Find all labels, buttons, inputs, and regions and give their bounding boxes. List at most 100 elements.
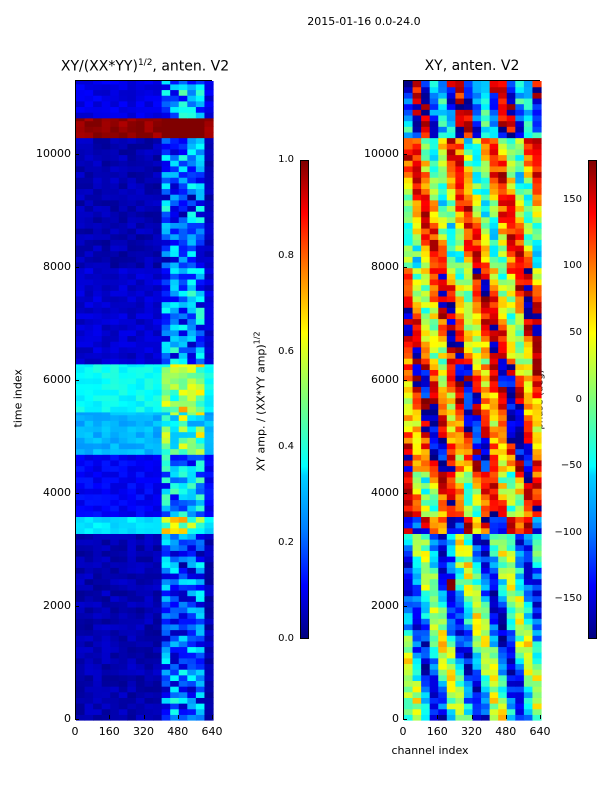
heatmap-cell	[76, 606, 86, 614]
heatmap-cell	[429, 669, 439, 676]
heatmap-cell	[515, 312, 525, 320]
heatmap-cell	[446, 160, 456, 167]
heatmap-cell	[412, 465, 422, 472]
heatmap-cell	[463, 703, 474, 710]
heatmap-cell	[506, 295, 516, 303]
heatmap-cell	[429, 267, 439, 274]
heatmap-cell	[523, 86, 534, 93]
heatmap-cell	[498, 97, 508, 105]
heatmap-cell	[455, 556, 465, 563]
heatmap-cell	[76, 329, 86, 337]
heatmap-cell	[421, 97, 431, 105]
heatmap-cell	[472, 222, 482, 229]
heatmap-cell	[523, 408, 534, 416]
heatmap-cell	[204, 295, 214, 303]
heatmap-cell	[204, 572, 214, 580]
heatmap-cell	[135, 454, 146, 461]
heatmap-cell	[178, 89, 188, 96]
heatmap-cell	[118, 205, 128, 212]
heatmap-cell	[463, 120, 474, 127]
heatmap-cell	[463, 442, 474, 450]
heatmap-cell	[463, 544, 474, 551]
heatmap-cell	[455, 465, 465, 472]
heatmap-cell	[481, 437, 491, 444]
heatmap-cell	[84, 522, 94, 529]
heatmap-cell	[463, 663, 474, 670]
heatmap-cell	[127, 499, 137, 506]
heatmap-cell	[429, 81, 439, 88]
heatmap-cell	[187, 640, 197, 648]
heatmap-cell	[178, 165, 188, 173]
heatmap-cell	[204, 669, 214, 676]
heatmap-cell	[187, 708, 197, 715]
heatmap-cell	[455, 341, 465, 348]
heatmap-cell	[438, 635, 448, 642]
heatmap-cell	[498, 674, 508, 682]
heatmap-cell	[204, 646, 214, 653]
heatmap-cell	[84, 106, 94, 113]
heatmap-cell	[455, 533, 465, 540]
heatmap-cell	[110, 425, 120, 433]
heatmap-cell	[532, 324, 542, 331]
heatmap-cell	[429, 680, 439, 687]
heatmap-cell	[498, 211, 508, 218]
heatmap-cell	[84, 256, 94, 263]
heatmap-cell	[498, 680, 508, 687]
heatmap-cell	[110, 714, 120, 721]
heatmap-cell	[161, 488, 171, 495]
heatmap-cell	[421, 505, 431, 512]
heatmap-cell	[489, 154, 499, 161]
heatmap-cell	[195, 567, 206, 574]
heatmap-cell	[515, 516, 525, 523]
heatmap-cell	[110, 406, 120, 413]
heatmap-cell	[421, 126, 431, 133]
heatmap-cell	[498, 493, 508, 501]
heatmap-cell	[429, 606, 439, 614]
heatmap-cell	[84, 267, 94, 274]
heatmap-cell	[127, 703, 137, 710]
heatmap-cell	[506, 244, 516, 252]
heatmap-cell	[144, 595, 154, 602]
heatmap-cell	[498, 109, 508, 116]
heatmap-cell	[438, 425, 448, 433]
heatmap-cell	[178, 394, 188, 402]
heatmap-cell	[438, 431, 448, 438]
heatmap-cell	[110, 261, 120, 269]
heatmap-cell	[84, 154, 94, 161]
heatmap-cell	[187, 154, 197, 161]
heatmap-cell	[84, 273, 94, 280]
heatmap-cell	[195, 697, 206, 704]
heatmap-cell	[412, 612, 422, 619]
heatmap-cell	[170, 267, 180, 274]
heatmap-cell	[153, 406, 163, 413]
heatmap-cell	[110, 329, 120, 337]
heatmap-cell	[515, 177, 525, 184]
heatmap-cell	[135, 612, 146, 619]
heatmap-cell	[481, 256, 491, 263]
heatmap-cell	[118, 686, 128, 693]
heatmap-cell	[195, 691, 206, 698]
heatmap-cell	[481, 539, 491, 546]
heatmap-cell	[153, 510, 163, 518]
heatmap-cell	[110, 635, 120, 642]
heatmap-cell	[127, 267, 137, 274]
heatmap-cell	[481, 680, 491, 687]
heatmap-cell	[93, 657, 103, 665]
heatmap-cell	[421, 629, 431, 636]
heatmap-cell	[84, 278, 94, 286]
heatmap-cell	[187, 83, 197, 91]
heatmap-cell	[144, 640, 154, 648]
heatmap-cell	[498, 516, 508, 523]
heatmap-cell	[481, 606, 491, 614]
heatmap-cell	[144, 154, 154, 161]
heatmap-cell	[429, 437, 439, 444]
heatmap-cell	[498, 188, 508, 195]
heatmap-cell	[523, 539, 534, 546]
heatmap-cell	[195, 578, 206, 585]
heatmap-cell	[532, 261, 542, 269]
heatmap-cell	[195, 686, 206, 693]
heatmap-cell	[523, 442, 534, 450]
heatmap-cell	[178, 341, 188, 348]
heatmap-cell	[523, 589, 534, 597]
heatmap-cell	[101, 499, 111, 506]
